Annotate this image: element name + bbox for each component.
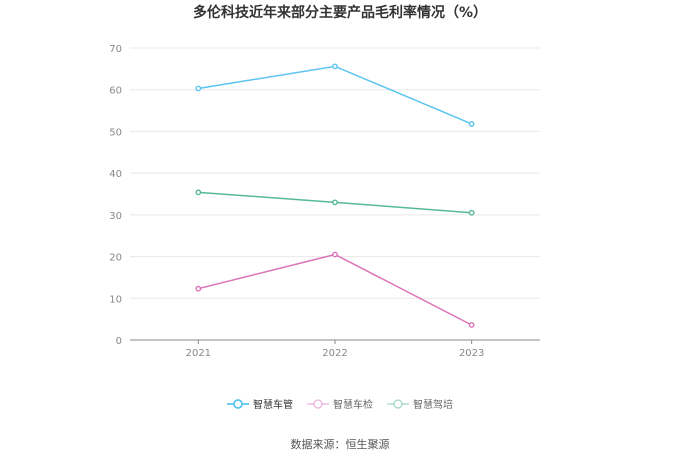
series-3-point [468, 209, 475, 216]
data-source-note: 数据来源：恒生聚源 [290, 438, 390, 451]
series-3-point [332, 199, 338, 206]
y-tick-label: 70 [109, 44, 122, 55]
legend-line-marker [387, 398, 409, 409]
legend-item-1[interactable]: 智慧车管 [227, 396, 293, 411]
legend-line-marker [227, 398, 249, 409]
x-tick-label: 2021 [186, 348, 211, 359]
y-tick-label: 10 [109, 294, 122, 305]
series-2-point [468, 322, 475, 328]
series-line-1 [198, 65, 472, 125]
y-tick-label: 30 [109, 211, 122, 222]
series-2-point [195, 285, 202, 292]
x-tick-label: 2023 [459, 348, 484, 359]
y-tick-label: 20 [109, 253, 122, 264]
series-2-point [332, 251, 338, 258]
chart-legend: 智慧车管 智慧车检 智慧驾培 [0, 396, 680, 411]
x-tick-label: 2022 [322, 348, 347, 359]
y-tick-label: 40 [109, 169, 122, 180]
series-1-point [195, 85, 202, 92]
legend-item-3[interactable]: 智慧驾培 [387, 396, 453, 411]
chart-title: 多伦科技近年来部分主要产品毛利率情况（%） [192, 5, 488, 21]
series-3-point [195, 189, 202, 196]
y-tick-label: 0 [116, 336, 122, 347]
y-tick-label: 50 [109, 127, 122, 138]
chart-plot-area: 0 10 20 30 40 50 60 70 2021 2022 2023 [109, 44, 540, 359]
legend-line-marker [307, 398, 329, 409]
y-tick-label: 60 [109, 86, 122, 97]
legend-label: 智慧驾培 [413, 400, 453, 411]
series-line-2 [198, 253, 473, 326]
legend-label: 智慧车检 [333, 400, 373, 411]
series-1-point [468, 121, 475, 127]
legend-label: 智慧车管 [253, 400, 293, 411]
series-1-point [332, 63, 338, 70]
legend-item-2[interactable]: 智慧车检 [307, 396, 373, 411]
